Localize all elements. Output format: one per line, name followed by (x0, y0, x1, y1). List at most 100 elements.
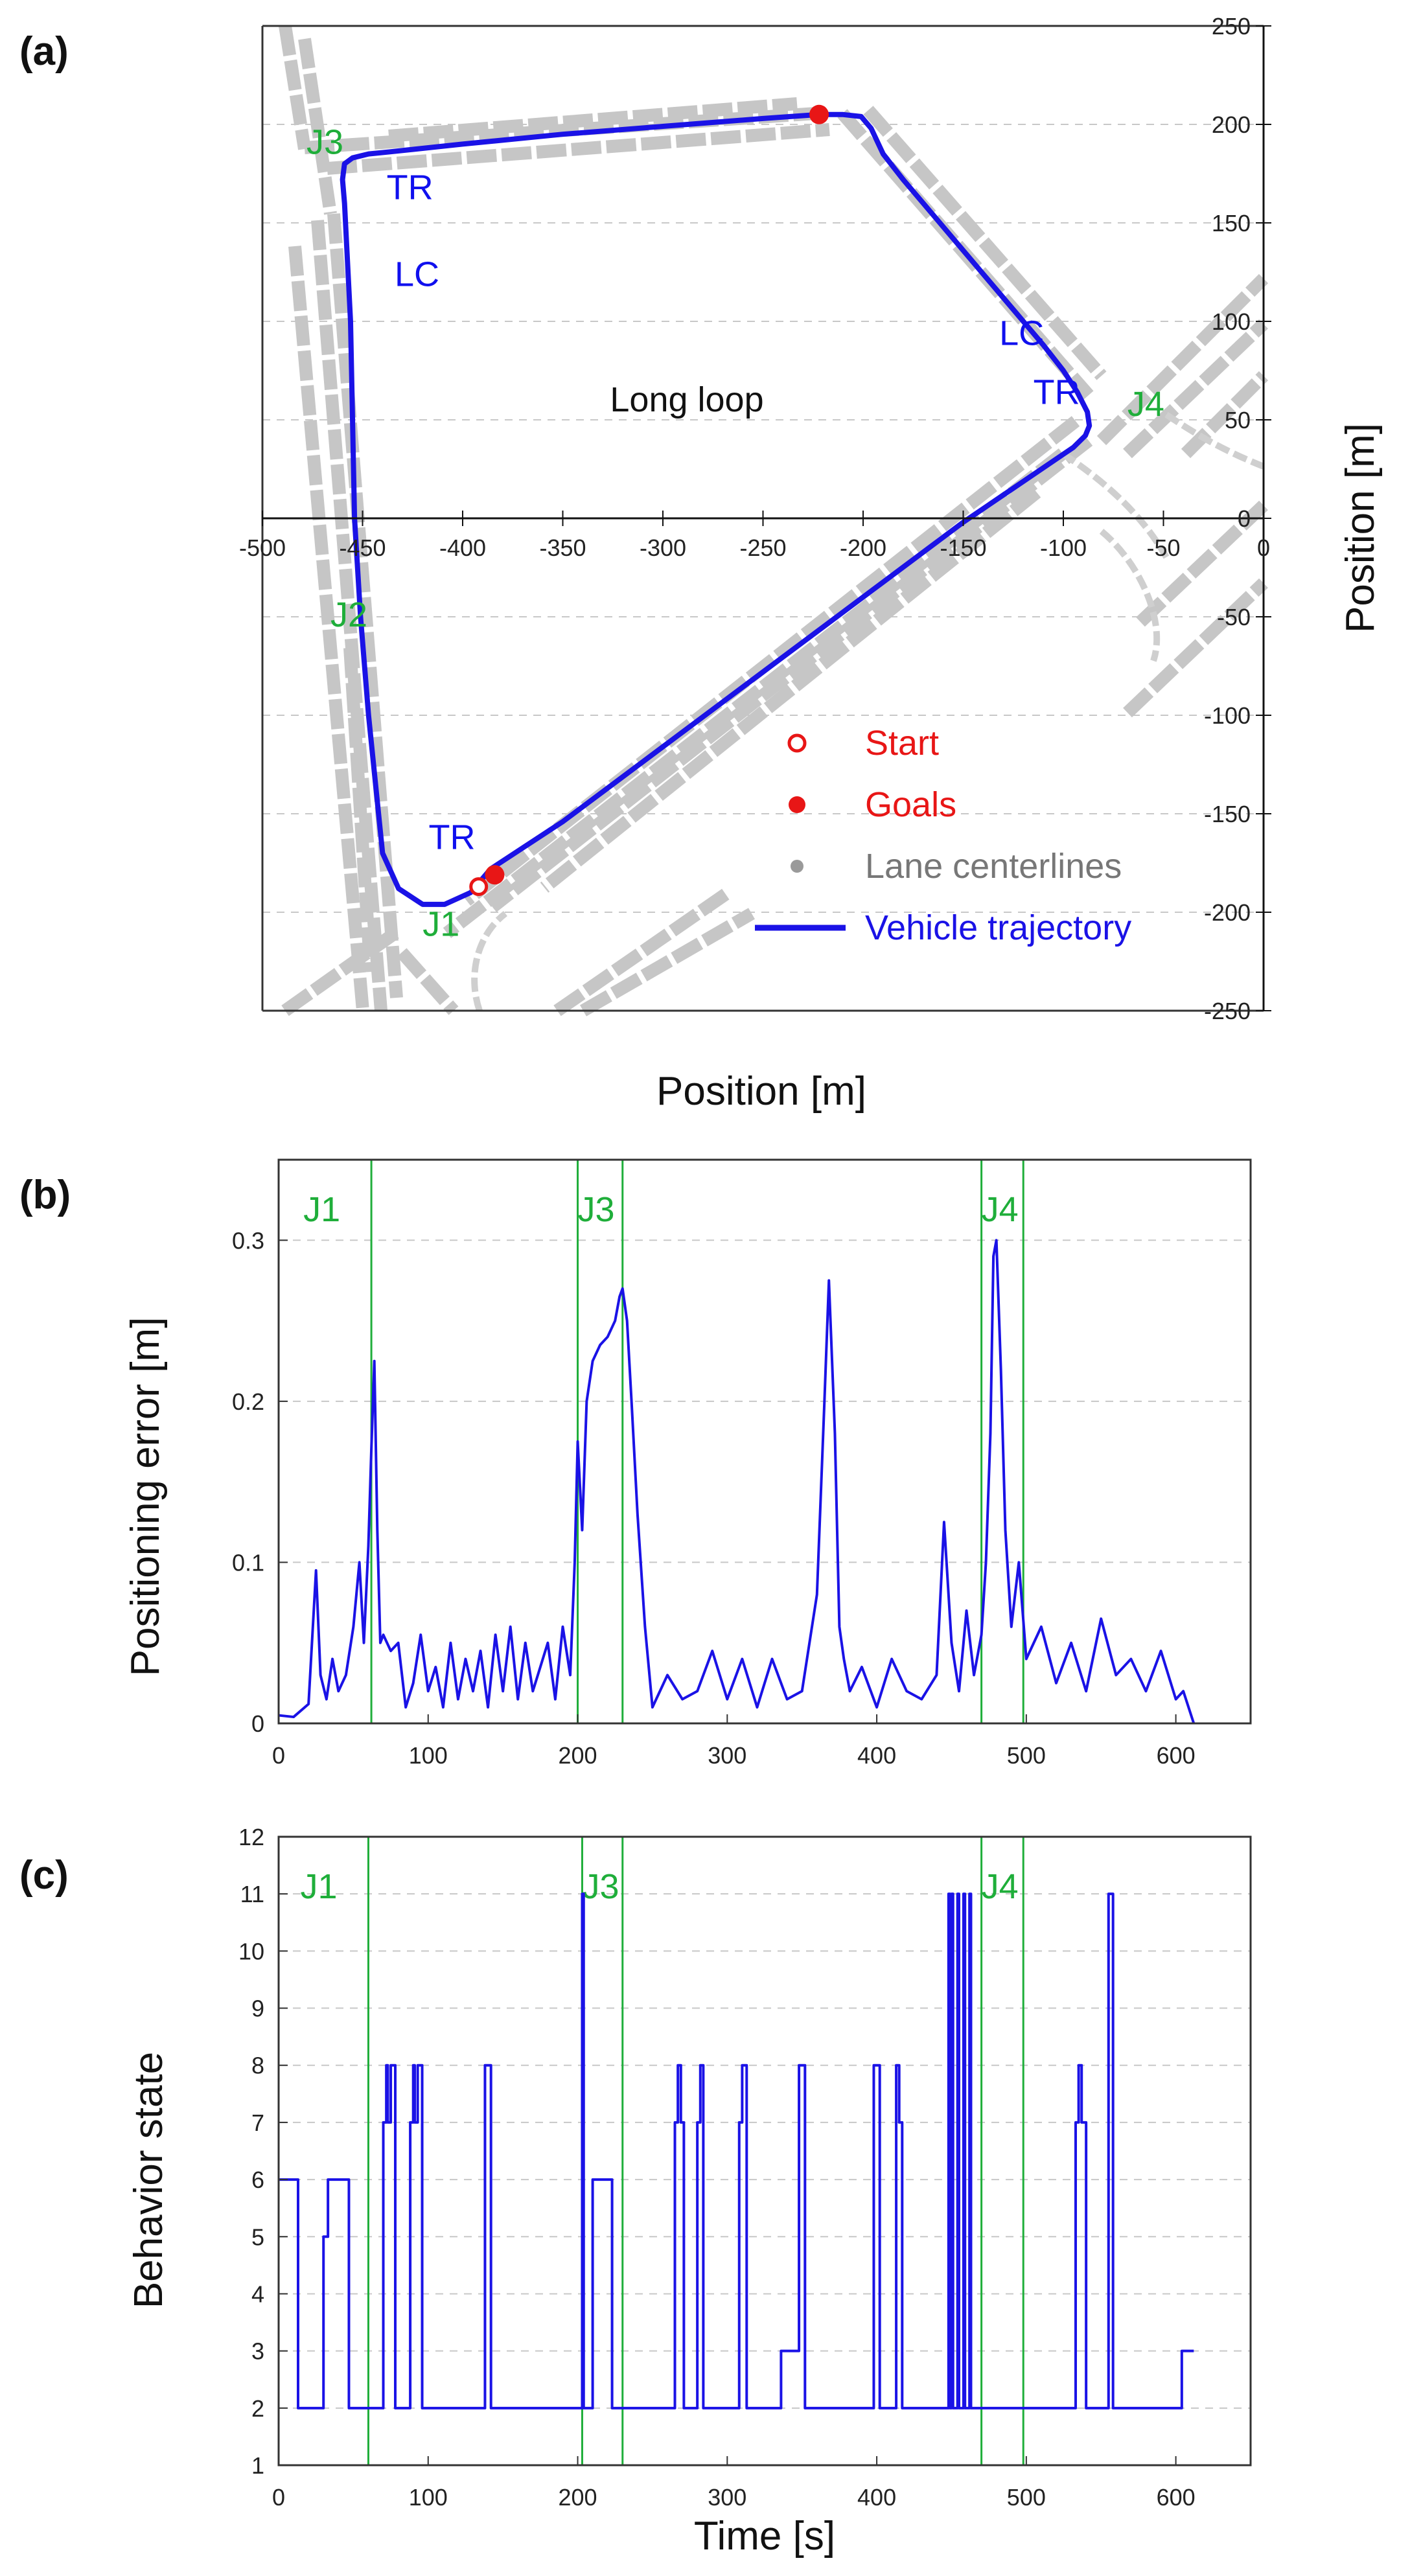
junction-label: J3 (582, 1867, 619, 1906)
y-tick-label: 0 (251, 1710, 264, 1737)
behavior-y-axis-label: Behavior state (126, 2052, 171, 2308)
legend-label: Goals (865, 785, 956, 824)
y-tick-label: 6 (251, 2167, 264, 2193)
x-tick-label: -150 (940, 535, 986, 561)
y-tick-label: 11 (240, 1881, 264, 1907)
y-tick-label: -200 (1204, 899, 1251, 926)
plot-frame (277, 1158, 1252, 1725)
x-tick-label: -300 (640, 535, 686, 561)
x-tick-label: 100 (409, 1742, 448, 1769)
x-tick-label: -450 (339, 535, 386, 561)
x-tick-label: 0 (1257, 535, 1270, 561)
y-tick-label: 5 (251, 2224, 264, 2250)
plot-frame (277, 1835, 1252, 2467)
x-tick-label: -350 (539, 535, 586, 561)
y-tick-label: 0 (1238, 505, 1251, 532)
maneuver-label: TR (1034, 373, 1080, 412)
y-tick-label: -150 (1204, 801, 1251, 827)
y-tick-label: 8 (251, 2053, 264, 2079)
x-tick-label: -50 (1146, 535, 1180, 561)
panel-b-error-plot: (b) Positioning error [m] J1 J3 J4 0 100 200 3… (19, 1158, 1252, 1769)
y-tick-label: 4 (251, 2281, 264, 2307)
legend-label: Start (865, 724, 939, 763)
map-ticks: -500 -450 -400 -350 -300 -250 -200 -150 -100 -50 0… (239, 13, 1271, 1024)
x-tick-label: 600 (1157, 1742, 1196, 1769)
y-tick-label: 250 (1212, 13, 1251, 40)
y-tick-label: 9 (251, 1995, 264, 2022)
junction-label: J4 (982, 1867, 1019, 1906)
legend-goal-icon (789, 796, 805, 813)
junction-label: J1 (422, 904, 459, 943)
x-tick-label: -400 (439, 535, 486, 561)
y-tick-label: 0.1 (232, 1549, 264, 1576)
goal-marker (485, 865, 505, 885)
y-tick-label: 2 (251, 2395, 264, 2422)
long-loop-label: Long loop (610, 380, 763, 419)
y-tick-label: 200 (1212, 111, 1251, 138)
x-tick-label: 200 (558, 2484, 597, 2511)
y-tick-label: -50 (1217, 604, 1251, 630)
y-tick-label: 10 (238, 1938, 264, 1964)
legend-label: Vehicle trajectory (865, 908, 1131, 947)
y-tick-label: 1 (251, 2452, 264, 2479)
y-tick-label: -100 (1204, 702, 1251, 729)
x-tick-label: 300 (708, 2484, 746, 2511)
x-tick-label: 0 (272, 1742, 285, 1769)
x-tick-label: -200 (840, 535, 886, 561)
map-markers (469, 104, 829, 896)
map-y-axis-label: Position [m] (1338, 423, 1383, 633)
x-tick-label: 500 (1007, 1742, 1046, 1769)
junction-label: J3 (578, 1190, 615, 1229)
panel-b-label: (b) (19, 1173, 71, 1217)
y-tick-label: 150 (1212, 210, 1251, 236)
error-y-axis-label: Positioning error [m] (123, 1317, 168, 1677)
goal-marker (809, 104, 829, 124)
junction-label: J4 (1127, 385, 1164, 424)
junction-label: J1 (300, 1867, 337, 1906)
x-tick-label: 600 (1157, 2484, 1196, 2511)
panel-a-label: (a) (19, 29, 69, 74)
data-series (279, 1892, 1194, 2409)
y-tick-label: 0.2 (232, 1388, 264, 1415)
junction-label: J3 (306, 123, 343, 162)
maneuver-label: LC (395, 255, 439, 293)
map-annotations: J1 J2 J3 J4 TR LC LC TR TR Long loop (306, 123, 1164, 944)
x-tick-label: 100 (409, 2484, 448, 2511)
y-tick-label: 50 (1225, 407, 1251, 433)
junction-label: J1 (303, 1190, 340, 1229)
y-tick-label: -250 (1204, 998, 1251, 1024)
x-tick-label: -250 (739, 535, 786, 561)
panel-c-behavior-plot: (c) Behavior state Time [s] J1 J3 J4 0 100 20… (19, 1824, 1252, 2559)
map-legend: Start Goals Lane centerlines Vehicle trajec… (755, 724, 1131, 947)
behavior-x-axis-label: Time [s] (694, 2514, 835, 2559)
maneuver-label: TR (428, 818, 475, 857)
legend-lane-icon (791, 860, 803, 873)
x-tick-label: -100 (1040, 535, 1087, 561)
x-tick-label: -500 (239, 535, 286, 561)
x-tick-label: 200 (558, 1742, 597, 1769)
legend-label: Lane centerlines (865, 847, 1122, 886)
x-tick-label: 400 (857, 2484, 896, 2511)
x-tick-label: 400 (857, 1742, 896, 1769)
trajectory-line (340, 111, 1092, 907)
legend-start-icon (787, 733, 807, 753)
maneuver-label: LC (999, 314, 1044, 352)
vehicle-trajectory (340, 111, 1092, 907)
junction-label: J4 (982, 1190, 1019, 1229)
y-tick-label: 7 (251, 2110, 264, 2136)
maneuver-label: TR (387, 168, 433, 207)
error-plot-area: J1 J3 J4 0 100 200 300 400 500 600 0 0.1 0.2 0.3 (232, 1158, 1252, 1769)
y-tick-label: 3 (251, 2338, 264, 2365)
map-grid (262, 124, 1264, 913)
start-marker (469, 877, 489, 896)
junction-label: J2 (330, 595, 367, 634)
x-tick-label: 500 (1007, 2484, 1046, 2511)
y-tick-label: 0.3 (232, 1227, 264, 1254)
y-tick-label: 100 (1212, 308, 1251, 335)
data-series (278, 1239, 1196, 1724)
y-tick-label: 12 (238, 1824, 264, 1850)
panel-a-map: (a) (19, 13, 1383, 1114)
x-tick-label: 300 (708, 1742, 746, 1769)
